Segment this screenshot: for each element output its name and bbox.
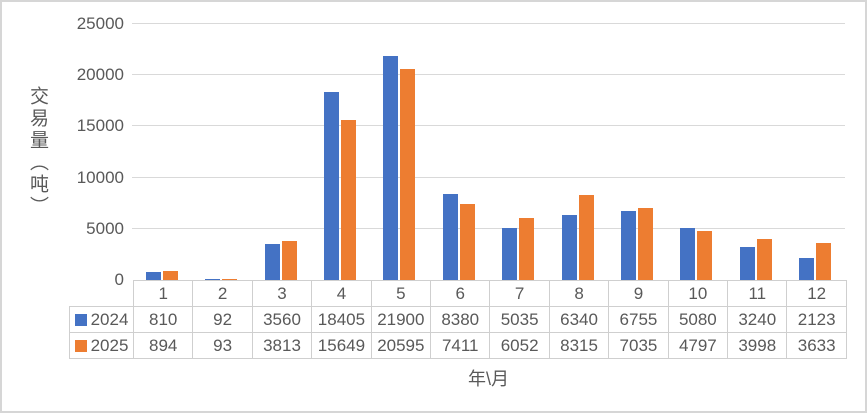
value-2025-month-10: 4797: [667, 332, 729, 359]
bar-2024-month-3: [264, 243, 280, 280]
month-header-6: 6: [430, 280, 491, 307]
bar-2025-month-5: [400, 69, 416, 280]
month-header-8: 8: [548, 280, 610, 307]
value-2024-month-4: 18405: [311, 306, 372, 333]
bar-2025-month-9: [638, 207, 654, 280]
value-2025-month-2: 93: [192, 332, 253, 359]
data-table: 1 2 3 4 5 6 7 8 9 10 11 12 2024 810 92 3560 18405 21900 83…: [69, 280, 847, 359]
bar-2025-month-1: [162, 270, 178, 280]
legend-cell-2025: 2025: [69, 332, 134, 359]
bar-2025-month-11: [756, 239, 772, 280]
table-corner-cell: [69, 280, 134, 307]
value-2025-month-1: 894: [132, 332, 194, 359]
table-row-2024: 2024 810 92 3560 18405 21900 8380 5035 6340 6755 5…: [69, 306, 847, 333]
legend-label-2025: 2025: [90, 335, 129, 355]
bar-2025-month-3: [281, 240, 297, 280]
month-header-4: 4: [311, 280, 372, 307]
value-2025-month-3: 3813: [251, 332, 313, 359]
value-2024-month-5: 21900: [370, 306, 432, 333]
bar-2024-month-9: [621, 210, 637, 280]
value-2024-month-1: 810: [132, 306, 194, 333]
table-row-2025: 2025 894 93 3813 15649 20595 7411 6052 8315 7035 4…: [69, 332, 847, 359]
gridline-20000: [132, 74, 845, 76]
gridline-5000: [132, 227, 845, 229]
y-tick-label-25000: 25000: [76, 14, 124, 33]
month-header-5: 5: [370, 280, 432, 307]
month-header-2: 2: [192, 280, 253, 307]
value-2025-month-5: 20595: [370, 332, 432, 359]
bar-2025-month-4: [340, 119, 356, 280]
value-2024-month-6: 8380: [430, 306, 491, 333]
legend-label-2024: 2024: [90, 309, 129, 329]
legend-swatch-2024: [74, 313, 87, 326]
legend-cell-2024: 2024: [69, 306, 134, 333]
y-tick-label-10000: 10000: [76, 167, 124, 187]
month-header-1: 1: [132, 280, 194, 307]
value-2024-month-11: 3240: [727, 306, 788, 333]
y-tick-label-5000: 5000: [86, 218, 124, 238]
bar-2024-month-8: [561, 215, 577, 280]
plot-area: [132, 23, 845, 280]
y-tick-label-0: 0: [114, 270, 124, 289]
value-2024-month-2: 92: [192, 306, 253, 333]
bar-2025-month-10: [697, 230, 713, 280]
month-header-9: 9: [608, 280, 669, 307]
value-2024-month-9: 6755: [608, 306, 669, 333]
month-header-7: 7: [489, 280, 550, 307]
bar-2024-month-6: [442, 194, 458, 280]
bar-2025-month-8: [578, 194, 594, 280]
value-2024-month-12: 2123: [786, 306, 847, 333]
value-2025-month-9: 7035: [608, 332, 669, 359]
y-axis-title: 交易量（吨）: [27, 86, 48, 218]
value-2024-month-7: 5035: [489, 306, 550, 333]
value-2024-month-8: 6340: [548, 306, 610, 333]
legend-swatch-2025: [74, 339, 87, 352]
month-header-3: 3: [251, 280, 313, 307]
bar-2024-month-12: [799, 258, 815, 280]
value-2025-month-6: 7411: [430, 332, 491, 359]
value-2025-month-12: 3633: [786, 332, 847, 359]
month-header-10: 10: [667, 280, 729, 307]
bar-2024-month-11: [739, 246, 755, 280]
bar-2024-month-7: [502, 228, 518, 280]
bar-2025-month-7: [519, 218, 535, 280]
value-2024-month-10: 5080: [667, 306, 729, 333]
gridline-15000: [132, 125, 845, 127]
month-header-11: 11: [727, 280, 788, 307]
month-header-12: 12: [786, 280, 847, 307]
bar-2024-month-10: [680, 227, 696, 280]
table-row-months: 1 2 3 4 5 6 7 8 9 10 11 12: [69, 280, 847, 307]
value-2025-month-11: 3998: [727, 332, 788, 359]
bar-2024-month-4: [323, 91, 339, 280]
x-axis-title: 年\月: [467, 369, 509, 389]
bar-2025-month-12: [816, 242, 832, 280]
bar-2024-month-5: [383, 55, 399, 280]
y-tick-label-15000: 15000: [76, 116, 124, 136]
bar-2025-month-6: [459, 204, 475, 280]
bar-2024-month-2: [205, 279, 221, 280]
value-2025-month-4: 15649: [311, 332, 372, 359]
bar-2025-month-2: [222, 279, 238, 280]
gridline-25000: [132, 23, 845, 24]
value-2024-month-3: 3560: [251, 306, 313, 333]
value-2025-month-8: 8315: [548, 332, 610, 359]
value-2025-month-7: 6052: [489, 332, 550, 359]
y-tick-label-20000: 20000: [76, 65, 124, 85]
bar-2024-month-1: [145, 271, 161, 280]
gridline-10000: [132, 176, 845, 178]
